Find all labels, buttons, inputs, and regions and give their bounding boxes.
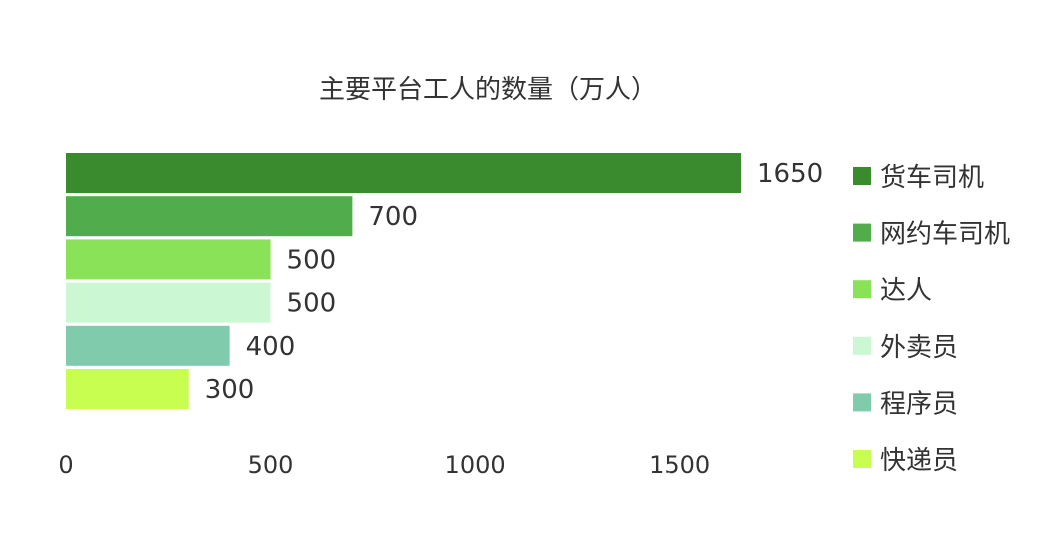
legend-label-3: 达人 (880, 276, 932, 306)
value-labels-group: 1650 700 500 500 400 300 (205, 159, 823, 405)
legend-swatch-5 (853, 393, 871, 412)
legend-label-4: 外卖员 (880, 333, 958, 363)
x-tick-0: 0 (58, 451, 73, 479)
value-label-4: 500 (287, 289, 337, 319)
x-tick-500: 500 (248, 451, 294, 479)
value-label-6: 300 (205, 375, 255, 405)
value-label-5: 400 (246, 332, 296, 362)
legend-swatch-1 (853, 167, 871, 185)
legend-label-5: 程序员 (880, 389, 958, 419)
bar-3 (66, 239, 271, 280)
bar-4 (66, 282, 271, 323)
value-label-3: 500 (287, 245, 337, 275)
legend-label-2: 网约车司机 (880, 220, 1010, 250)
bar-5 (66, 325, 230, 366)
legend-swatch-6 (853, 450, 871, 468)
bar-6 (66, 369, 189, 409)
legend-swatch-2 (853, 223, 871, 242)
bars-group (66, 153, 741, 409)
legend-label-6: 快递员 (880, 446, 958, 476)
chart-title: 主要平台工人的数量（万人） (319, 75, 657, 105)
bar-2 (66, 196, 353, 237)
x-tick-1500: 1500 (649, 451, 710, 479)
x-axis-ticks: 0 500 1000 1500 (58, 451, 710, 479)
watermark-text: 知乎 @庄明浩（rosicky3... (663, 471, 1035, 506)
legend-swatch-3 (853, 280, 871, 299)
legend-swatch-4 (853, 336, 871, 355)
bar-1 (66, 153, 741, 193)
x-tick-1000: 1000 (445, 451, 506, 479)
legend-label-1: 货车司机 (880, 163, 984, 193)
value-label-2: 700 (368, 202, 418, 232)
value-label-1: 1650 (757, 159, 823, 189)
